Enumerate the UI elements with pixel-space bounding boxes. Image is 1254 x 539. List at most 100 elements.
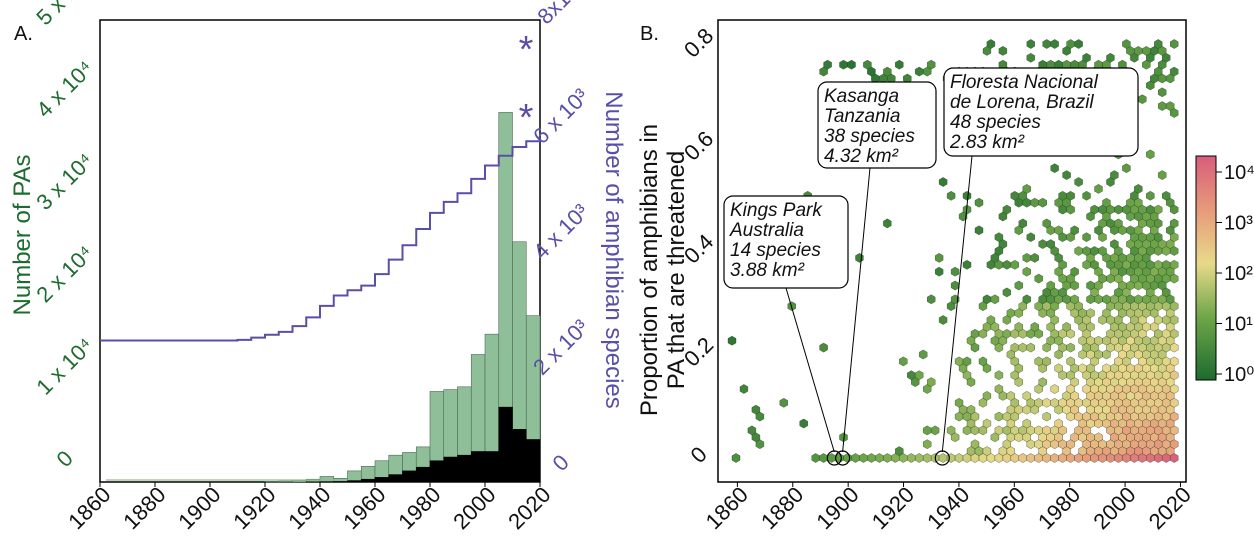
hex-cell	[1038, 377, 1047, 387]
hex-cell	[974, 225, 984, 236]
y-left-tick-label: 0	[52, 446, 78, 472]
hex-cell	[727, 335, 737, 346]
hex-cell	[1106, 52, 1115, 63]
hex-cell	[994, 370, 1004, 381]
hex-cell	[1018, 218, 1027, 229]
hex-cell	[1022, 253, 1031, 263]
threatened-bar	[484, 451, 500, 483]
hex-cell	[998, 46, 1008, 56]
hex-cell	[847, 59, 856, 70]
x-tick-label: 1940	[922, 482, 974, 534]
annotation-box	[943, 67, 1139, 157]
hex-cell	[1030, 253, 1039, 263]
hex-cell	[1034, 273, 1043, 284]
hex-cell	[1170, 218, 1179, 229]
hex-cell	[950, 266, 960, 277]
hex-cell	[915, 453, 924, 463]
x-tick-label: 1900	[173, 482, 225, 534]
hex-cell	[1114, 218, 1123, 229]
pa-bar	[278, 480, 293, 483]
hex-cell	[990, 294, 1000, 305]
hex-cell	[938, 453, 948, 463]
pa-total-bars	[106, 112, 541, 483]
y-left-axis-label: Number of PAs	[9, 155, 36, 316]
asterisk-lower: *	[519, 97, 534, 139]
hex-cell	[1086, 308, 1095, 318]
hexbin-cells	[727, 39, 1179, 463]
y-right-axis-label: Number of amphibian species	[600, 91, 627, 409]
hex-cell	[1050, 163, 1059, 174]
x-tick-label: 1900	[811, 482, 863, 534]
hex-cell	[1022, 294, 1031, 305]
hex-cell	[863, 59, 872, 70]
hex-cell	[1006, 391, 1015, 401]
hex-cell	[962, 259, 972, 270]
hex-cell	[751, 404, 761, 415]
hex-cell	[1010, 259, 1019, 270]
annotation-text: 3.88 km²	[730, 260, 805, 281]
hex-cell	[731, 453, 741, 463]
hex-cell	[1026, 342, 1035, 353]
hex-cell	[799, 418, 808, 429]
hex-cell	[935, 266, 944, 277]
hex-cell	[1022, 184, 1031, 194]
x-tick-label: 2000	[448, 482, 500, 534]
x-tick-label: 1880	[118, 482, 170, 534]
hex-cell	[1002, 204, 1011, 215]
annotation-text: 38 species	[824, 126, 915, 147]
hex-cell	[823, 59, 832, 70]
y-left-tick-label: 2 x 10⁴	[31, 241, 98, 308]
annotation-text: Kings Park	[730, 200, 823, 221]
annotation-text: 14 species	[730, 240, 821, 261]
hex-cell	[1134, 184, 1143, 194]
hex-cell	[1038, 197, 1047, 208]
annotation-text: de Lorena, Brazil	[950, 92, 1094, 113]
asterisk-top: *	[519, 29, 534, 71]
x-tick-label: 1920	[228, 482, 280, 534]
hex-cell	[1070, 294, 1079, 305]
hex-cell	[978, 356, 988, 367]
hex-cell	[962, 190, 972, 201]
hex-cell	[954, 453, 964, 463]
y-right-tick-label: 4 x 10³	[528, 199, 593, 264]
hex-cell	[1054, 225, 1063, 236]
hex-cell	[982, 418, 992, 429]
hex-cell	[1042, 411, 1051, 422]
hex-cell	[1042, 39, 1051, 49]
y-tick-label: 0.8	[679, 23, 718, 62]
hex-cell	[819, 453, 828, 463]
hex-cell	[875, 453, 884, 463]
y-left-tick-labels: 0 1 x 10⁴ 2 x 10⁴ 3 x 10⁴ 4 x 10⁴ 5 x 10⁴	[31, 0, 98, 472]
threatened-bar	[415, 466, 431, 483]
hex-cell	[1050, 384, 1059, 394]
threatened-bar	[525, 439, 541, 483]
hex-cell	[970, 439, 980, 450]
hex-cell	[1018, 342, 1027, 353]
hex-cell	[982, 391, 992, 401]
hex-cell	[1002, 259, 1011, 270]
x-tick-label: 1960	[338, 482, 390, 534]
hex-cell	[919, 349, 928, 360]
hex-cell	[974, 197, 984, 208]
hex-cell	[1082, 52, 1091, 63]
hex-cell	[779, 397, 788, 408]
threatened-bar	[470, 451, 486, 483]
hex-cell	[1030, 322, 1039, 332]
threatened-bar	[374, 477, 390, 483]
colorbar-tick-labels: 10⁰ 10¹ 10² 10³ 10⁴	[1216, 162, 1254, 386]
hex-cell	[1062, 170, 1071, 180]
hex-cell	[994, 411, 1004, 422]
hex-cell	[966, 404, 976, 415]
hex-cell	[1054, 363, 1063, 374]
hex-cell	[895, 446, 904, 456]
hex-cell	[1162, 190, 1171, 201]
hex-cell	[843, 453, 852, 463]
hex-cell	[1042, 356, 1051, 367]
hex-cell	[739, 384, 749, 394]
x-tick-label: 1920	[867, 482, 919, 534]
annotation-marker	[826, 450, 842, 466]
colorbar-tick-label: 10⁴	[1224, 162, 1254, 184]
hex-cell	[1158, 87, 1167, 98]
annotation-text: Australia	[729, 220, 804, 241]
